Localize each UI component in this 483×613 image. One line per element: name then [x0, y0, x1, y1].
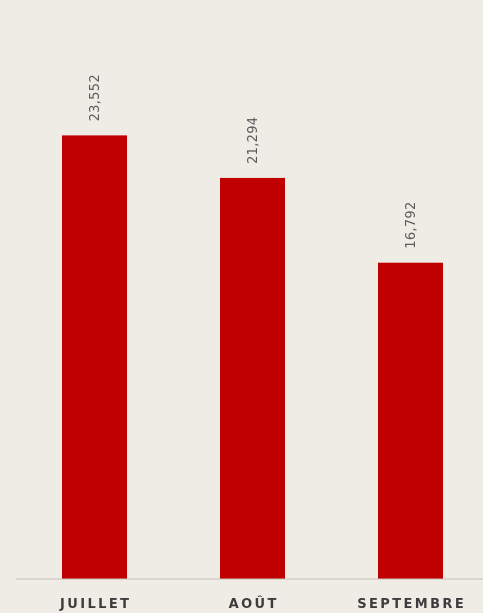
- category-label-août: AOÛT: [229, 596, 279, 612]
- category-labels-group: JUILLET AOÛT SEPTEMBRE: [59, 596, 466, 612]
- bars-group: [62, 135, 443, 580]
- category-label-septembre: SEPTEMBRE: [357, 597, 466, 612]
- bar-août: [220, 177, 285, 579]
- category-label-juillet: JUILLET: [59, 597, 131, 612]
- bar-septembre: [378, 262, 443, 579]
- value-label-août: 21,294: [246, 117, 261, 164]
- value-label-septembre: 16,792: [404, 201, 419, 248]
- bar-juillet: [62, 135, 127, 580]
- value-label-juillet: 23,552: [88, 74, 103, 121]
- value-labels-group: 23,552 21,294 16,792: [88, 74, 419, 249]
